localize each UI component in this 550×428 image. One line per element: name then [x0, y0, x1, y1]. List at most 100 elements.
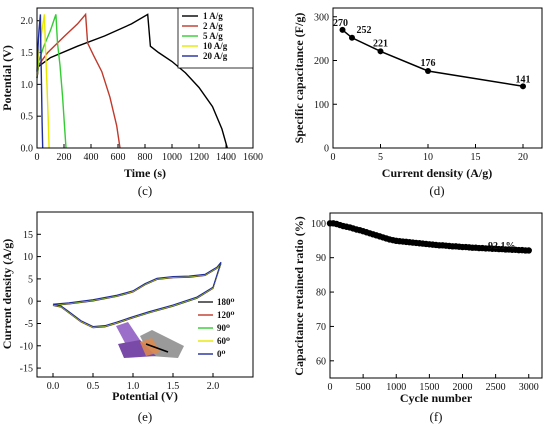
x-tick-label: 5	[378, 152, 383, 163]
bent-device-inset-illustration	[116, 322, 184, 358]
x-tick-label: 0	[331, 152, 336, 163]
legend-label-e-1: 120⁰	[217, 310, 235, 320]
capacitance-point-label: 252	[357, 25, 372, 36]
y-tick-label: 200	[314, 56, 329, 67]
y-tick-label: 2.0	[21, 16, 34, 27]
panel-e-loops	[52, 261, 222, 329]
panel-f-plot-frame	[329, 212, 543, 379]
capacitance-point-label: 176	[421, 58, 436, 69]
panel-c-xlabel: Time (s)	[124, 166, 166, 180]
legend-label-c-4: 20 A/g	[203, 51, 228, 61]
panel-f: 0 500 1000 1500 2000 2500 3000 60 70 80 90 100 92.1…	[292, 212, 543, 424]
legend-label-c-0: 1 A/g	[203, 11, 223, 21]
x-tick-label: 800	[138, 152, 153, 163]
capacitance-point-label: 221	[373, 38, 388, 49]
x-tick-label: 1.0	[127, 381, 140, 392]
x-tick-label: 1500	[419, 382, 439, 393]
y-tick-label: -15	[20, 364, 33, 375]
panel-d-xlabel: Current density (A/g)	[382, 166, 492, 180]
x-tick-label: 0.5	[87, 381, 100, 392]
panel-d-ylabel: Specific capacitance (F/g)	[292, 13, 306, 144]
panel-f-ylabel: Capacitance retained ratio (%)	[292, 216, 306, 375]
y-tick-label: 0.0	[21, 144, 34, 155]
y-tick-label: 100	[311, 219, 326, 230]
legend-label-e-4: 0⁰	[217, 349, 226, 359]
x-tick-label: 2.0	[207, 381, 220, 392]
panel-e-plot-frame	[36, 211, 254, 378]
y-tick-label: 100	[314, 100, 329, 111]
legend-label-e-2: 90⁰	[217, 323, 230, 333]
cv-loop-1	[52, 262, 222, 328]
x-tick-label: 0.0	[47, 381, 60, 392]
y-tick-label: 0	[28, 297, 33, 308]
inset-orange-strip	[140, 338, 160, 356]
panel-f-xlabel: Cycle number	[400, 391, 473, 405]
capacitance-point	[520, 83, 526, 90]
x-tick-label: 1200	[189, 152, 209, 163]
panel-f-label: (f)	[430, 409, 443, 424]
y-tick-label: 10	[23, 252, 33, 263]
x-tick-label: 1000	[162, 152, 182, 163]
panel-f-annotation: 92.1%	[488, 241, 516, 252]
x-tick-label: 1.5	[167, 381, 180, 392]
x-tick-label: 3000	[519, 382, 539, 393]
legend-label-c-3: 10 A/g	[203, 41, 228, 51]
panel-e-ticks: 0.0 0.5 1.0 1.5 2.0 -15 -10 -5 0 5 10 15	[20, 230, 220, 392]
panel-e-ylabel: Current density (A/g)	[0, 239, 14, 349]
legend-label-e-0: 180⁰	[217, 297, 235, 307]
gcd-curve-10Ag	[36, 14, 50, 149]
capacitance-point	[349, 34, 355, 41]
x-tick-label: 1400	[216, 152, 236, 163]
panel-e-label: (e)	[138, 409, 152, 424]
x-tick-label: 1600	[243, 152, 263, 163]
panel-c-plot-frame	[36, 7, 254, 149]
cv-loop-2	[52, 262, 222, 328]
inset-black-wire	[145, 343, 169, 353]
x-tick-label: 0	[328, 382, 333, 393]
x-tick-label: 600	[111, 152, 126, 163]
x-tick-label: 2500	[486, 382, 506, 393]
panel-d-label: (d)	[429, 183, 444, 198]
x-tick-label: 20	[518, 152, 528, 163]
panel-c-lines	[36, 12, 228, 149]
panel-c-label: (c)	[138, 183, 152, 198]
legend-label-c-1: 2 A/g	[203, 21, 223, 31]
y-tick-label: 80	[316, 288, 326, 299]
panel-d-plot-frame	[332, 7, 543, 149]
panel-c-legend: 1 A/g 2 A/g 5 A/g 10 A/g 20 A/g	[177, 7, 254, 69]
y-tick-label: 300	[314, 12, 329, 23]
y-tick-label: 0.5	[21, 112, 34, 123]
panel-e-xlabel: Potential (V)	[112, 389, 178, 403]
y-tick-label: 60	[316, 356, 326, 367]
y-tick-label: 1.5	[21, 48, 34, 59]
x-tick-label: 400	[84, 152, 99, 163]
y-tick-label: 70	[316, 322, 326, 333]
capacitance-point	[425, 68, 431, 74]
panel-f-marks	[326, 220, 532, 254]
y-tick-label: 5	[28, 274, 33, 285]
gcd-curve-20Ag	[36, 14, 44, 149]
x-tick-label: 200	[57, 152, 72, 163]
legend-label-c-2: 5 A/g	[203, 31, 223, 41]
cycle-point	[525, 247, 532, 254]
y-tick-label: 15	[23, 230, 33, 241]
y-tick-label: -5	[25, 319, 33, 330]
x-tick-label: 0	[35, 152, 40, 163]
x-tick-label: 2000	[453, 382, 473, 393]
x-tick-label: 15	[471, 152, 481, 163]
y-tick-label: 1.0	[21, 80, 34, 91]
y-tick-label: 90	[316, 253, 326, 264]
panel-e-legend: 180⁰ 120⁰ 90⁰ 60⁰ 0⁰	[198, 297, 235, 359]
panel-f-ticks: 0 500 1000 1500 2000 2500 3000 60 70 80 90 100	[311, 219, 539, 393]
x-tick-label: 10	[423, 152, 433, 163]
cv-loop-3	[52, 262, 222, 328]
panel-e: 0.0 0.5 1.0 1.5 2.0 -15 -10 -5 0 5 10 15 180⁰ 120⁰ …	[0, 211, 254, 424]
capacitance-point	[339, 26, 346, 33]
capacitance-point-label: 270	[333, 18, 348, 29]
x-tick-label: 1000	[386, 382, 406, 393]
capacitance-point-label: 141	[516, 74, 531, 85]
cv-loop-4	[52, 261, 222, 328]
